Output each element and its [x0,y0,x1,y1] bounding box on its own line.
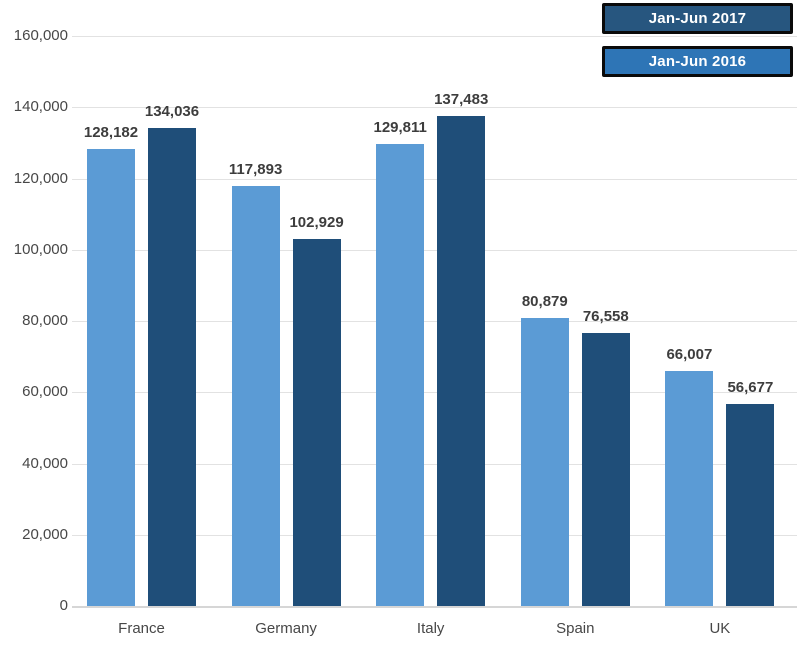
x-axis-line [72,606,797,608]
bar-value-label-italy-jan-jun-2017: 137,483 [434,91,489,109]
bar-france-jan-jun-2017 [148,128,196,606]
legend-item-jan-jun-2017: Jan-Jun 2017 [602,3,793,34]
x-axis-category-label-italy: Italy [416,620,445,637]
y-axis-tick-label: 40,000 [22,454,68,472]
chart-legend: Jan-Jun 2017 Jan-Jun 2016 [602,3,793,89]
legend-item-jan-jun-2016: Jan-Jun 2016 [602,46,793,77]
bar-germany-jan-jun-2016 [231,186,280,606]
gridline [72,534,797,536]
bar-value-label-germany-jan-jun-2017: 102,929 [289,214,344,232]
gridline [72,178,797,180]
bar-value-label-uk-jan-jun-2017: 56,677 [727,379,774,397]
bar-germany-jan-jun-2017 [292,239,341,606]
gridline [72,321,797,322]
bar-value-label-italy-jan-jun-2016: 129,811 [373,118,427,136]
x-axis-category-label-france: France [118,620,165,637]
gridline [72,107,797,109]
y-axis-tick-label: 80,000 [22,312,68,329]
gridline [72,463,797,465]
y-axis-tick-label: 20,000 [22,525,68,543]
bar-italy-jan-jun-2016 [376,143,425,606]
y-axis-tick-label: 100,000 [13,240,68,258]
y-axis-tick-label: 140,000 [13,98,68,116]
y-axis-tick-label: 60,000 [22,383,68,401]
gridline [72,249,797,251]
bar-italy-jan-jun-2017 [437,116,486,606]
bar-value-label-uk-jan-jun-2016: 66,007 [666,345,713,363]
gridline [72,36,797,37]
bar-uk-jan-jun-2016 [665,370,714,606]
x-axis-category-label-uk: UK [709,620,731,637]
legend-label-jan-jun-2017: Jan-Jun 2017 [648,10,747,27]
y-axis-tick-label: 120,000 [13,169,68,187]
y-axis-tick-label: 160,000 [13,27,68,44]
bar-value-label-germany-jan-jun-2016: 117,893 [228,161,283,178]
bar-value-label-france-jan-jun-2017: 134,036 [144,103,200,121]
gridline [72,392,797,394]
bar-spain-jan-jun-2016 [520,317,569,606]
bar-france-jan-jun-2016 [87,149,135,606]
bar-value-label-spain-jan-jun-2017: 76,558 [582,308,629,326]
x-axis-category-label-germany: Germany [255,620,317,637]
bar-uk-jan-jun-2017 [726,404,775,606]
legend-label-jan-jun-2016: Jan-Jun 2016 [648,53,747,70]
bar-spain-jan-jun-2017 [581,333,630,606]
y-axis-tick-label: 0 [59,597,68,614]
x-axis-category-label-spain: Spain [556,620,595,637]
bar-value-label-spain-jan-jun-2016: 80,879 [521,292,568,310]
bar-value-label-france-jan-jun-2016: 128,182 [83,124,139,142]
